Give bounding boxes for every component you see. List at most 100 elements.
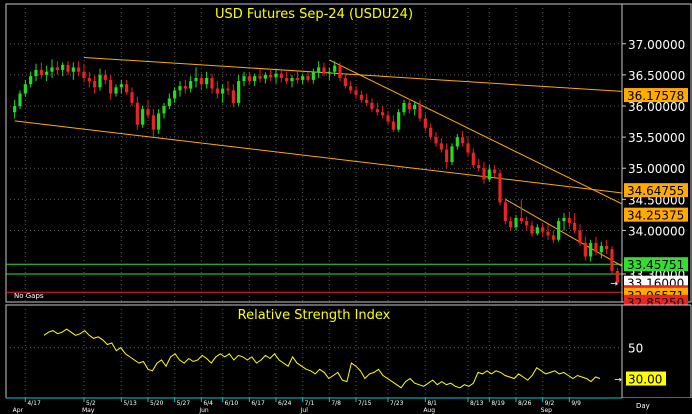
candle	[23, 79, 27, 97]
candle-body	[413, 104, 417, 110]
candle	[247, 71, 251, 85]
candle	[605, 239, 609, 255]
price-tick-label: 36.00000	[628, 100, 685, 114]
candle	[482, 162, 486, 184]
date-tick-label: 9/2	[545, 400, 555, 407]
candle-body	[34, 69, 38, 77]
candle-body	[455, 137, 459, 147]
candle	[210, 73, 214, 94]
candle	[594, 236, 598, 256]
candle	[509, 216, 513, 231]
date-tick-label: 4/17	[27, 400, 41, 407]
price-label-bg	[624, 183, 688, 198]
candle	[375, 102, 379, 116]
date-tick-label: 8/26	[518, 400, 532, 407]
candle	[39, 62, 43, 79]
candle-body	[135, 102, 139, 125]
candle-body	[498, 173, 502, 203]
candle	[397, 109, 401, 133]
candle	[434, 132, 438, 147]
candle-body	[39, 69, 43, 75]
candle-body	[434, 137, 438, 144]
candle	[199, 73, 203, 91]
candle-body	[55, 67, 59, 70]
candle-body	[333, 65, 337, 72]
candle	[87, 71, 91, 88]
candle-body	[610, 249, 614, 271]
candle-body	[605, 246, 609, 250]
candle-body	[221, 88, 225, 94]
candle-body	[258, 76, 262, 79]
date-tick-label: 6/17	[251, 400, 265, 407]
candle	[306, 71, 310, 83]
candle	[146, 99, 150, 119]
price-label-tag: 34.25375	[624, 207, 688, 223]
price-tick-label: 37.00000	[628, 38, 685, 52]
candle	[466, 137, 470, 156]
candle	[162, 102, 166, 119]
candle-body	[589, 242, 593, 257]
candle	[557, 218, 561, 242]
candle-body	[359, 94, 363, 100]
trendline	[329, 59, 677, 231]
price-tick-label: 35.50000	[628, 131, 685, 145]
candle	[493, 165, 497, 178]
candle-body	[210, 78, 214, 89]
date-tick-label: 8/19	[491, 400, 505, 407]
candle	[194, 67, 198, 88]
candle	[391, 115, 395, 133]
candle	[29, 71, 33, 88]
candle	[157, 109, 161, 134]
candle	[98, 68, 102, 91]
candle-body	[242, 76, 246, 82]
candle-body	[87, 78, 91, 82]
price-label-bg	[624, 207, 688, 222]
candle	[535, 224, 539, 236]
candle-body	[551, 235, 555, 240]
candle	[413, 101, 417, 116]
price-label-bg	[624, 88, 688, 103]
candle	[253, 73, 257, 87]
candle	[290, 74, 294, 88]
candle-body	[429, 127, 433, 138]
date-axis: 4/17 5/2 5/13 5/20 5/27 6/4 6/10 6/17 6/24 7/1 7/8…	[0, 397, 692, 414]
no-gaps-note: No Gaps	[14, 292, 44, 300]
candle	[322, 62, 326, 77]
candle	[487, 165, 491, 182]
price-label-text: 36.17578	[627, 89, 684, 103]
date-tick-label: 5/13	[123, 400, 137, 407]
date-tick-label: 8/1	[427, 400, 437, 407]
candle	[93, 74, 97, 94]
candle	[530, 221, 534, 237]
candle	[13, 99, 17, 119]
candle	[173, 87, 177, 103]
candle	[66, 61, 70, 75]
candle-body	[125, 84, 129, 93]
candle	[189, 76, 193, 93]
candle	[546, 224, 550, 240]
rsi-line	[43, 328, 601, 389]
candle	[279, 68, 283, 83]
candle	[338, 62, 342, 82]
candle	[135, 96, 139, 130]
candle-body	[525, 221, 529, 226]
candle-body	[114, 87, 118, 94]
candle	[183, 79, 187, 94]
candle-body	[509, 221, 513, 228]
candle-body	[370, 102, 374, 110]
candle	[77, 61, 81, 77]
candle-body	[375, 109, 379, 113]
candle-body	[183, 86, 187, 89]
candle-body	[285, 78, 289, 82]
candle-body	[466, 143, 470, 153]
price-tick-label: 35.00000	[628, 162, 685, 176]
candle-body	[519, 218, 523, 222]
candle-body	[237, 81, 241, 103]
candle-body	[535, 227, 539, 234]
candle-body	[583, 242, 587, 257]
price-label-tag: 36.17578	[624, 88, 688, 103]
candle	[130, 87, 134, 106]
price-label-text: 34.25375	[627, 209, 684, 223]
candle-body	[173, 90, 177, 99]
